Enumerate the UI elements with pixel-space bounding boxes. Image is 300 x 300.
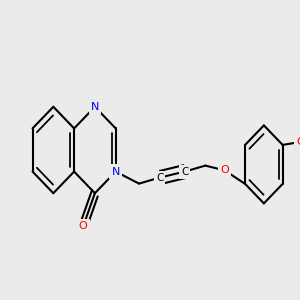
Text: C: C [181, 167, 188, 177]
Text: O: O [220, 165, 229, 176]
Text: C: C [156, 172, 164, 183]
Text: N: N [112, 167, 120, 177]
Text: N: N [91, 102, 99, 112]
Text: O: O [79, 221, 88, 231]
Text: O: O [297, 137, 300, 147]
